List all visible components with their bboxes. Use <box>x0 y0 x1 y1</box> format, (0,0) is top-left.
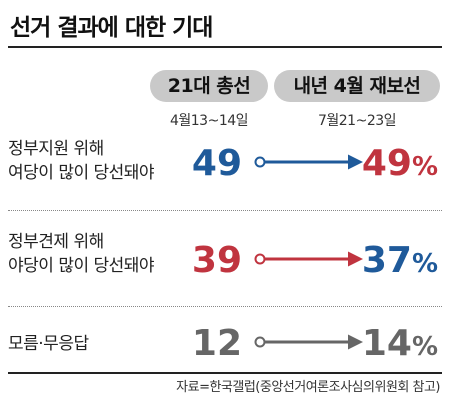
period-header-1: 21대 총선 <box>150 70 268 102</box>
row-separator-2 <box>8 306 442 307</box>
row-label-unknown: 모름·무응답 <box>8 332 89 356</box>
row-label-unknown-line1: 모름·무응답 <box>8 334 89 354</box>
row-label-ruling: 정부지원 위해 여당이 많이 당선돼야 <box>8 137 155 185</box>
title-rule <box>8 46 442 48</box>
start-dot-ruling <box>254 156 266 168</box>
row-label-opposition: 정부견제 위해 야당이 많이 당선돼야 <box>8 230 155 278</box>
row-label-opposition-line2: 야당이 많이 당선돼야 <box>8 256 155 276</box>
end-value-ruling: 49% <box>362 143 438 184</box>
row-separator-1 <box>8 210 442 211</box>
chart-title: 선거 결과에 대한 기대 <box>10 15 213 41</box>
start-dot-unknown <box>254 336 266 348</box>
start-value-ruling: 49 <box>192 143 242 184</box>
row-label-ruling-line1: 정부지원 위해 <box>8 139 104 159</box>
period-header-2: 내년 4월 재보선 <box>274 70 440 102</box>
row-label-opposition-line1: 정부견제 위해 <box>8 232 104 252</box>
bottom-rule <box>8 372 442 374</box>
row-label-ruling-line2: 여당이 많이 당선돼야 <box>8 163 155 183</box>
period-date-1: 4월13~14일 <box>169 113 249 129</box>
start-value-opposition: 39 <box>192 240 242 281</box>
end-value-opposition: 37% <box>362 240 438 281</box>
end-value-unknown: 14% <box>362 323 438 364</box>
start-value-unknown: 12 <box>192 323 242 364</box>
source-note: 자료=한국갤럽(중앙선거여론조사심의위원회 참고) <box>176 380 440 395</box>
period-date-2: 7월21~23일 <box>317 113 397 129</box>
start-dot-opposition <box>254 253 266 265</box>
